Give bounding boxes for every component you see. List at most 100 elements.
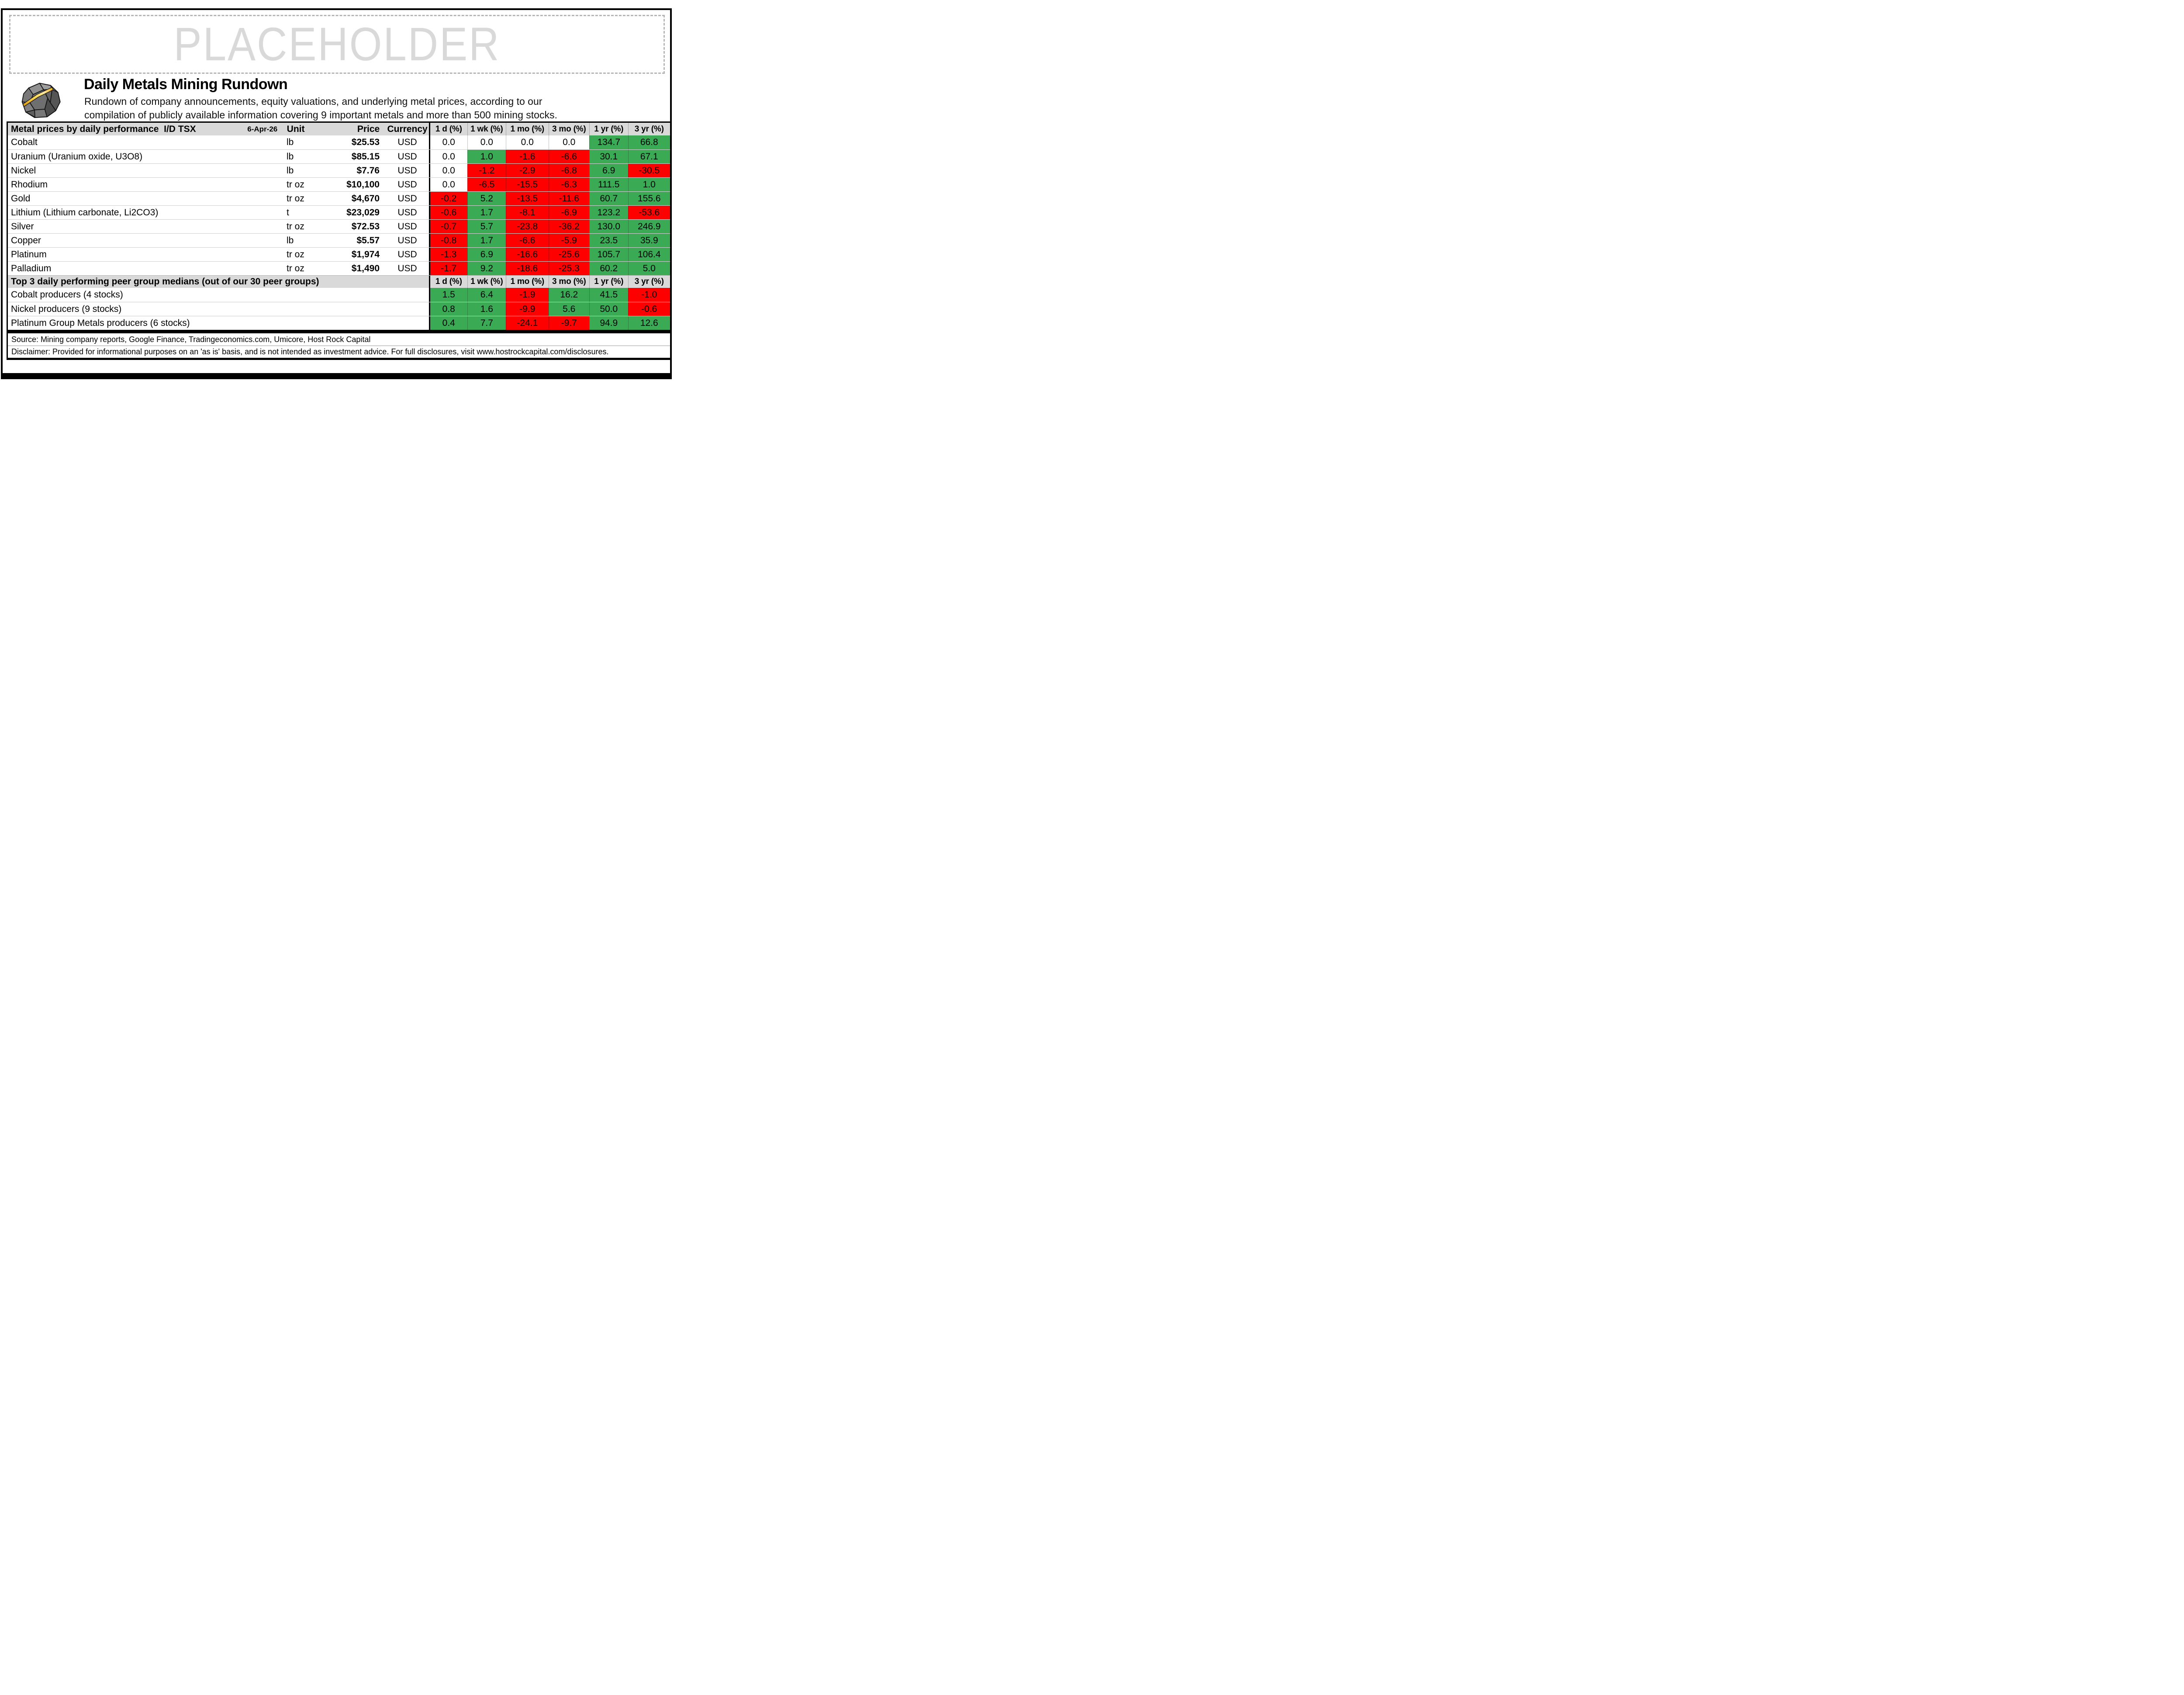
percent-cell: 23.5 [589,234,628,247]
page-title: Daily Metals Mining Rundown [84,76,288,93]
percent-cell: -6.6 [548,150,589,163]
percent-cell: 35.9 [628,234,670,247]
metal-name: Lithium (Lithium carbonate, Li2CO3) [11,207,159,218]
currency-column-header: Currency [387,124,428,134]
percent-values-block: -0.8 1.7 -6.6 -5.9 23.5 35.9 [429,234,670,247]
metal-price: $10,100 [346,179,380,190]
peer-group-name: Platinum Group Metals producers (6 stock… [11,318,190,328]
percent-values-block: -0.6 1.7 -8.1 -6.9 123.2 -53.6 [429,206,670,219]
metal-currency: USD [397,207,417,218]
percent-cell: -0.6 [430,206,467,219]
percent-cell: 5.7 [467,220,506,233]
metal-name: Palladium [11,263,52,273]
percent-cell: 0.0 [548,135,589,149]
percent-cell: -53.6 [628,206,670,219]
metal-rows-group: Cobalt lb $25.53 USD 0.0 0.0 0.0 0.0 134.7 66.8 Ur… [8,135,670,275]
metal-currency: USD [397,151,417,162]
percent-cell: -15.5 [506,178,549,191]
percent-values-block: 0.0 -6.5 -15.5 -6.3 111.5 1.0 [429,178,670,191]
percent-cell: 0.4 [430,316,467,330]
percent-column-header: 1 d (%) [435,277,462,286]
percent-values-block: 0.0 0.0 0.0 0.0 134.7 66.8 [429,135,670,149]
metal-unit: lb [287,165,294,176]
metal-unit: tr oz [287,193,304,204]
percent-values-block: 1.5 6.4 -1.9 16.2 41.5 -1.0 [429,288,670,302]
metal-name: Gold [11,193,31,204]
percent-cell: -6.5 [467,178,506,191]
percent-cell: 60.7 [589,192,628,205]
percent-cell: 111.5 [589,178,628,191]
metal-unit: tr oz [287,179,304,190]
percent-cell: 0.0 [430,178,467,191]
percent-column-header: 1 mo (%) [506,123,548,135]
percent-cell: -25.3 [548,262,589,275]
metal-price: $72.53 [351,221,380,232]
percent-cell: 105.7 [589,248,628,261]
metal-unit: tr oz [287,221,304,232]
percent-cell: 1.6 [467,302,506,316]
metal-unit: lb [287,137,294,147]
metal-unit: lb [287,235,294,246]
percent-cell: 1.7 [467,234,506,247]
percent-cell: 0.0 [506,135,549,149]
metal-name: Uranium (Uranium oxide, U3O8) [11,151,143,162]
peer-group-header-label: Top 3 daily performing peer group median… [11,277,319,287]
metal-currency: USD [397,165,417,176]
percent-cell: -23.8 [506,220,549,233]
table-row: Silver tr oz $72.53 USD -0.7 5.7 -23.8 -36.2 130… [8,219,670,233]
metal-name: Silver [11,221,34,232]
percent-cell: 1.5 [430,288,467,302]
percent-cell: 41.5 [589,288,628,302]
metal-price: $85.15 [351,151,380,162]
percent-cell: 5.6 [548,302,589,316]
percent-cell: 0.0 [467,135,506,149]
table-row: Uranium (Uranium oxide, U3O8) lb $85.15 USD… [8,149,670,163]
table-row: Cobalt lb $25.53 USD 0.0 0.0 0.0 0.0 134.7 66.8 [8,135,670,149]
peer-group-header-row: Top 3 daily performing peer group median… [8,275,670,288]
percent-column-header: 3 mo (%) [548,276,589,288]
percent-cell: 9.2 [467,262,506,275]
unit-column-header: Unit [287,124,305,134]
table-row: Gold tr oz $4,670 USD -0.2 5.2 -13.5 -11.6 60.7 1… [8,191,670,205]
percent-cell: -30.5 [628,164,670,177]
table-row: Palladium tr oz $1,490 USD -1.7 9.2 -18.6 -25.3… [8,261,670,275]
percent-values-block: -0.7 5.7 -23.8 -36.2 130.0 246.9 [429,220,670,233]
percent-cell: -5.9 [548,234,589,247]
percent-cell: 16.2 [548,288,589,302]
report-page: PLACEHOLDER Daily Metals Mining Rundown … [0,0,673,379]
percent-headers-block: 1 d (%) 1 wk (%) 1 mo (%) 3 mo (%) 1 yr (%) 3… [429,123,670,135]
metal-name: Nickel [11,165,36,176]
percent-cell: 0.0 [430,150,467,163]
percent-column-header: 1 wk (%) [467,276,506,288]
page-subtitle-line2: compilation of publicly available inform… [84,109,557,121]
percent-cell: -11.6 [548,192,589,205]
percent-values-block: 0.0 -1.2 -2.9 -6.8 6.9 -30.5 [429,164,670,177]
table-row: Nickel lb $7.76 USD 0.0 -1.2 -2.9 -6.8 6.9 -30.5 [8,163,670,177]
percent-cell: 1.0 [467,150,506,163]
percent-cell: 12.6 [628,316,670,330]
metals-header-label: Metal prices by daily performance I/D TS… [11,124,196,134]
percent-cell: -0.8 [430,234,467,247]
source-line: Source: Mining company reports, Google F… [11,335,371,344]
percent-cell: 106.4 [628,248,670,261]
metal-unit: tr oz [287,249,304,259]
percent-column-header: 3 yr (%) [628,276,670,288]
metal-price: $1,974 [351,249,380,259]
percent-cell: 66.8 [628,135,670,149]
metal-currency: USD [397,221,417,232]
percent-cell: 5.0 [628,262,670,275]
percent-column-header: 1 d (%) [435,124,462,134]
percent-values-block: 0.4 7.7 -24.1 -9.7 94.9 12.6 [429,316,670,330]
percent-cell: -6.6 [506,234,549,247]
metal-unit: tr oz [287,263,304,273]
page-subtitle-line1: Rundown of company announcements, equity… [84,96,543,107]
metal-unit: lb [287,151,294,162]
percent-cell: 0.0 [430,164,467,177]
percent-cell: -8.1 [506,206,549,219]
metal-price: $5.57 [356,235,380,246]
percent-cell: 246.9 [628,220,670,233]
percent-cell: 6.9 [467,248,506,261]
percent-cell: 0.8 [430,302,467,316]
metal-price: $1,490 [351,263,380,273]
metal-unit: t [287,207,289,218]
